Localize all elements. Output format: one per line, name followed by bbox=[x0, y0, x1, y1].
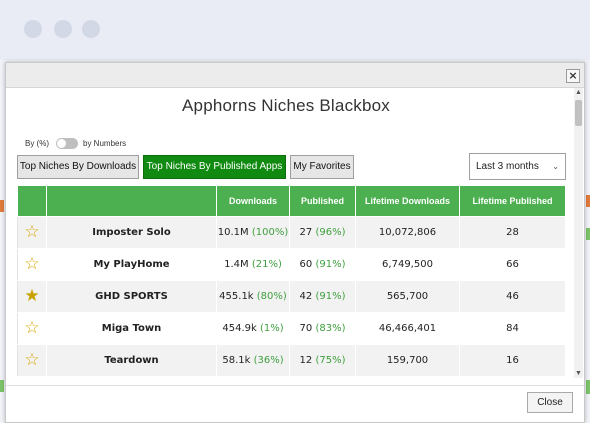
published-cell: 12 (75%) bbox=[289, 344, 356, 377]
downloads-value: 455.1k bbox=[219, 291, 254, 302]
table-row[interactable]: ★ GHD SPORTS 455.1k (80%) 42 (91%) 565,700 46 bbox=[17, 280, 566, 313]
modal-title: Apphorns Niches Blackbox bbox=[182, 96, 390, 115]
lifetime-downloads-cell: 6,749,500 bbox=[355, 248, 460, 281]
lifetime-downloads-cell: 10,072,806 bbox=[355, 216, 460, 249]
published-cell: 42 (91%) bbox=[289, 280, 356, 313]
background-accent bbox=[586, 228, 590, 240]
header-favorite bbox=[17, 185, 47, 217]
downloads-value: 1.4M bbox=[224, 259, 249, 270]
downloads-cell: 454.9k (1%) bbox=[216, 312, 290, 345]
downloads-value: 10.1M bbox=[217, 227, 249, 238]
window-control-dot[interactable] bbox=[54, 20, 72, 38]
background-accent bbox=[0, 380, 4, 392]
niche-name[interactable]: Miga Town bbox=[46, 312, 217, 345]
header-name bbox=[46, 185, 217, 217]
niches-table: Downloads Published Lifetime Downloads L… bbox=[17, 185, 566, 377]
close-button[interactable]: Close bbox=[527, 392, 573, 413]
published-percent: (75%) bbox=[315, 355, 346, 366]
downloads-percent: (36%) bbox=[253, 355, 284, 366]
lifetime-published-cell: 16 bbox=[459, 344, 566, 377]
published-value: 12 bbox=[299, 355, 313, 366]
downloads-value: 454.9k bbox=[222, 323, 257, 334]
scroll-up-icon[interactable]: ▲ bbox=[575, 89, 582, 96]
downloads-cell: 455.1k (80%) bbox=[216, 280, 290, 313]
niches-modal: × Apphorns Niches Blackbox ▲ ▼ By (%) by… bbox=[5, 62, 585, 423]
star-outline-icon[interactable]: ☆ bbox=[24, 222, 40, 242]
favorite-cell[interactable]: ☆ bbox=[17, 248, 47, 281]
background-accent bbox=[586, 195, 590, 207]
favorite-cell[interactable]: ★ bbox=[17, 280, 47, 313]
downloads-percent: (1%) bbox=[259, 323, 284, 334]
lifetime-downloads-cell: 565,700 bbox=[355, 280, 460, 313]
star-outline-icon[interactable]: ☆ bbox=[24, 254, 40, 274]
modal-header: × bbox=[6, 63, 584, 88]
top-niches-downloads-button[interactable]: Top Niches By Downloads bbox=[17, 155, 139, 179]
lifetime-published-cell: 46 bbox=[459, 280, 566, 313]
favorite-cell[interactable]: ☆ bbox=[17, 312, 47, 345]
published-value: 70 bbox=[299, 323, 313, 334]
downloads-percent: (80%) bbox=[256, 291, 287, 302]
niche-name[interactable]: My PlayHome bbox=[46, 248, 217, 281]
published-cell: 60 (91%) bbox=[289, 248, 356, 281]
background-accent bbox=[586, 380, 590, 394]
star-outline-icon[interactable]: ☆ bbox=[24, 350, 40, 370]
published-cell: 27 (96%) bbox=[289, 216, 356, 249]
header-lifetime-downloads[interactable]: Lifetime Downloads bbox=[355, 185, 460, 217]
niche-name[interactable]: Teardown bbox=[46, 344, 217, 377]
lifetime-published-cell: 28 bbox=[459, 216, 566, 249]
lifetime-downloads-cell: 159,700 bbox=[355, 344, 460, 377]
period-select-value: Last 3 months bbox=[476, 161, 539, 172]
window-control-dot[interactable] bbox=[24, 20, 42, 38]
downloads-percent: (100%) bbox=[251, 227, 289, 238]
switch-knob bbox=[57, 139, 66, 148]
modal-scrollbar[interactable]: ▲ ▼ bbox=[574, 88, 583, 378]
star-outline-icon[interactable]: ☆ bbox=[24, 318, 40, 338]
header-published[interactable]: Published bbox=[289, 185, 356, 217]
lifetime-downloads-cell: 46,466,401 bbox=[355, 312, 460, 345]
background-accent bbox=[0, 200, 4, 212]
favorite-cell[interactable]: ☆ bbox=[17, 344, 47, 377]
scrollbar-thumb[interactable] bbox=[575, 100, 582, 126]
published-percent: (83%) bbox=[315, 323, 346, 334]
downloads-value: 58.1k bbox=[222, 355, 251, 366]
period-select[interactable]: Last 3 months ⌄ bbox=[469, 153, 566, 180]
published-value: 27 bbox=[299, 227, 313, 238]
modal-footer-divider bbox=[6, 385, 584, 386]
my-favorites-button[interactable]: My Favorites bbox=[290, 155, 354, 179]
table-row[interactable]: ☆ Teardown 58.1k (36%) 12 (75%) 159,700 16 bbox=[17, 344, 566, 377]
downloads-percent: (21%) bbox=[251, 259, 282, 270]
header-lifetime-published[interactable]: Lifetime Published bbox=[459, 185, 566, 217]
lifetime-published-cell: 84 bbox=[459, 312, 566, 345]
toggle-label-numbers: by Numbers bbox=[83, 139, 127, 148]
published-percent: (96%) bbox=[315, 227, 346, 238]
close-icon[interactable]: × bbox=[566, 69, 580, 83]
toggle-label-percent: By (%) bbox=[25, 139, 49, 148]
downloads-cell: 10.1M (100%) bbox=[216, 216, 290, 249]
star-filled-icon[interactable]: ★ bbox=[24, 286, 40, 306]
downloads-cell: 1.4M (21%) bbox=[216, 248, 290, 281]
table-row[interactable]: ☆ My PlayHome 1.4M (21%) 60 (91%) 6,749,500 6… bbox=[17, 248, 566, 281]
favorite-cell[interactable]: ☆ bbox=[17, 216, 47, 249]
header-downloads[interactable]: Downloads bbox=[216, 185, 290, 217]
lifetime-published-cell: 66 bbox=[459, 248, 566, 281]
percent-number-switch[interactable] bbox=[56, 138, 78, 149]
published-value: 42 bbox=[299, 291, 313, 302]
table-header-row: Downloads Published Lifetime Downloads L… bbox=[17, 185, 566, 217]
window-control-dot[interactable] bbox=[82, 20, 100, 38]
top-niches-published-button[interactable]: Top Niches By Published Apps bbox=[143, 155, 286, 179]
published-percent: (91%) bbox=[315, 291, 346, 302]
table-row[interactable]: ☆ Miga Town 454.9k (1%) 70 (83%) 46,466,401 8… bbox=[17, 312, 566, 345]
niche-name[interactable]: Imposter Solo bbox=[46, 216, 217, 249]
chevron-down-icon: ⌄ bbox=[552, 162, 559, 171]
published-cell: 70 (83%) bbox=[289, 312, 356, 345]
downloads-cell: 58.1k (36%) bbox=[216, 344, 290, 377]
scroll-down-icon[interactable]: ▼ bbox=[575, 370, 582, 377]
table-row[interactable]: ☆ Imposter Solo 10.1M (100%) 27 (96%) 10,072… bbox=[17, 216, 566, 249]
background-titlebar bbox=[0, 0, 590, 60]
published-value: 60 bbox=[299, 259, 313, 270]
niche-name[interactable]: GHD SPORTS bbox=[46, 280, 217, 313]
published-percent: (91%) bbox=[315, 259, 346, 270]
